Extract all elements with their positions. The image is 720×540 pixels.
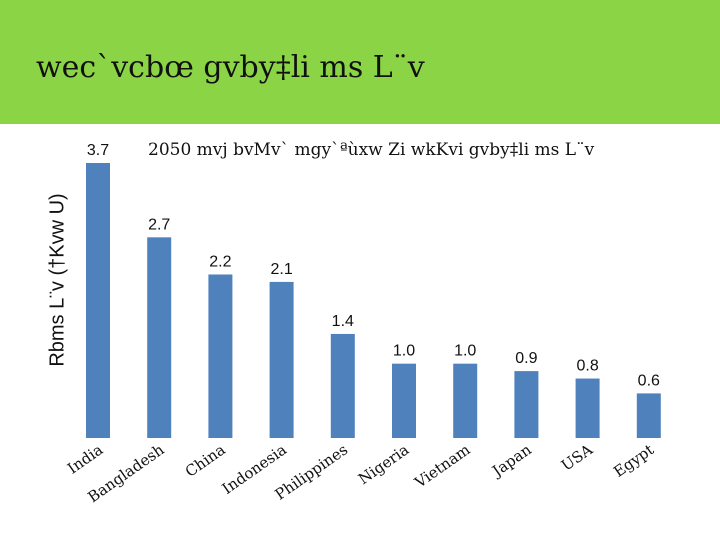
slide-title: wec`vcbœ gvby‡li ms L¨v [36,50,425,85]
x-tick-label-egypt: Egypt [610,441,657,481]
data-label-japan: 0.9 [515,350,537,367]
x-tick-label-vietnam: Vietnam [411,441,474,493]
bar-vietnam [453,363,478,438]
header-banner: wec`vcbœ gvby‡li ms L¨v [0,0,720,124]
data-label-nigeria: 1.0 [393,343,415,360]
bar-egypt [636,393,661,438]
data-label-vietnam: 1.0 [454,343,476,360]
bar-india [86,163,110,438]
data-label-bangladesh: 2.7 [148,216,170,233]
x-tick-label-nigeria: Nigeria [355,440,412,488]
bar-bangladesh [147,237,172,438]
bar-nigeria [392,363,416,438]
data-label-philippines: 1.4 [332,313,354,330]
bar-japan [514,371,539,438]
bar-philippines [330,333,355,438]
x-tick-label-usa: USA [558,440,596,474]
data-label-indonesia: 2.1 [270,261,292,278]
chart-title: 2050 mvj bvMv` mgy`ªùxw Zi wkKvi gvby‡li… [148,140,595,160]
data-label-usa: 0.8 [576,358,598,375]
x-tick-label-china: China [182,441,229,481]
x-tick-label-japan: Japan [487,440,535,481]
bar-indonesia [269,281,294,438]
data-label-china: 2.2 [209,253,231,270]
bar-china [208,274,233,438]
bar-usa [575,378,600,438]
data-label-egypt: 0.6 [638,372,660,389]
data-label-india: 3.7 [87,142,109,159]
x-tick-label-india: India [64,441,106,478]
